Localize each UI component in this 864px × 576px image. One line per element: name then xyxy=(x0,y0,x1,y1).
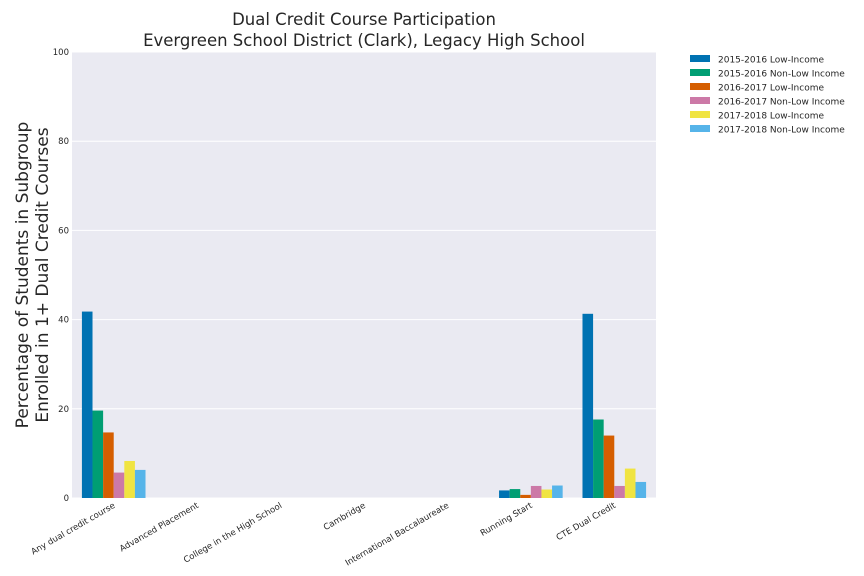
bar xyxy=(134,469,146,498)
y-tick-label: 60 xyxy=(58,226,69,236)
bar xyxy=(92,410,104,498)
bar xyxy=(635,481,647,498)
legend: 2015-2016 Low-Income 2015-2016 Non-Low In… xyxy=(690,55,845,136)
y-axis-label: Percentage of Students in Subgroup Enrol… xyxy=(13,122,53,429)
bar xyxy=(499,490,510,498)
bars xyxy=(81,311,647,498)
plot-area xyxy=(72,52,656,498)
y-tick-label: 0 xyxy=(64,494,69,504)
bar xyxy=(624,468,636,498)
legend-label: 2015-2016 Low-Income xyxy=(718,56,824,66)
bar xyxy=(520,494,531,498)
bar xyxy=(509,489,521,498)
bar xyxy=(541,489,553,498)
legend-swatch xyxy=(690,55,710,62)
legend-label: 2017-2018 Low-Income xyxy=(718,112,824,122)
y-tick-label: 20 xyxy=(58,405,69,415)
legend-label: 2015-2016 Non-Low Income xyxy=(718,70,845,80)
legend-label: 2016-2017 Low-Income xyxy=(718,84,824,94)
y-tick-label: 80 xyxy=(58,137,69,147)
bar xyxy=(113,472,125,498)
legend-swatch xyxy=(690,125,710,132)
bar xyxy=(124,460,135,498)
legend-swatch xyxy=(690,111,710,118)
x-axis-ticks: Any dual credit course Advanced Placement… xyxy=(30,501,619,569)
bar xyxy=(593,419,604,498)
y-tick-label: 40 xyxy=(58,316,69,326)
chart-title-line-1: Dual Credit Course Participation xyxy=(232,10,496,29)
x-tick-label: CTE Dual Credit xyxy=(555,501,619,543)
legend-swatch xyxy=(690,97,710,104)
x-tick-label: Running Start xyxy=(479,501,535,539)
legend-swatch xyxy=(690,83,710,90)
legend-label: 2016-2017 Non-Low Income xyxy=(718,98,845,108)
bar xyxy=(103,432,114,498)
x-tick-label: Advanced Placement xyxy=(118,501,201,555)
bar xyxy=(552,485,563,498)
legend-swatch xyxy=(690,69,710,76)
x-tick-label: Cambridge xyxy=(322,501,367,533)
bar xyxy=(614,485,625,498)
y-axis-ticks: 0 20 40 60 80 100 xyxy=(53,48,69,504)
legend-label: 2017-2018 Non-Low Income xyxy=(718,126,845,136)
bar xyxy=(530,485,542,498)
chart-title-line-2: Evergreen School District (Clark), Legac… xyxy=(143,31,585,50)
y-axis-label-line-1: Percentage of Students in Subgroup xyxy=(13,122,33,429)
y-tick-label: 100 xyxy=(53,48,69,58)
bar xyxy=(81,311,93,498)
y-axis-label-line-2: Enrolled in 1+ Dual Credit Courses xyxy=(33,127,53,422)
bar xyxy=(582,313,594,498)
bar xyxy=(603,435,615,498)
x-tick-label: Any dual credit course xyxy=(30,501,118,557)
